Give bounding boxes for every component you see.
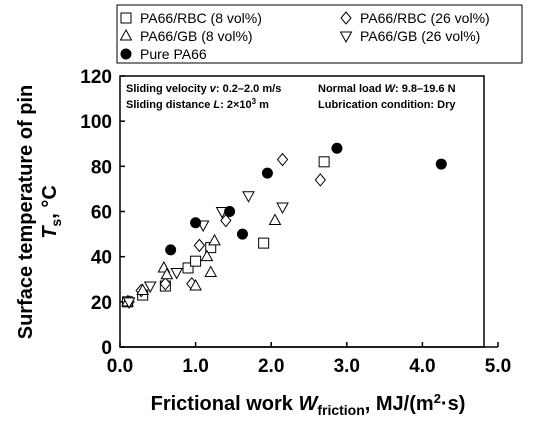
x-label-part: ·s) <box>441 393 465 415</box>
annotation: Normal load W: 9.8–19.6 N <box>318 83 456 95</box>
point <box>208 233 221 246</box>
annotation: Sliding distance L: 2×103 m <box>126 97 269 111</box>
x-label-part: , MJ/(m <box>365 393 434 415</box>
point <box>236 228 248 240</box>
annotation-part: Sliding distance <box>126 99 213 111</box>
legend-label: PA66/RBC (8 vol%) <box>140 10 262 26</box>
point <box>435 158 447 170</box>
y-tick-label: 40 <box>91 248 112 269</box>
y-label-part: , °C <box>39 185 61 219</box>
x-tick-label: 4.0 <box>409 356 435 377</box>
legend-marker <box>120 12 132 24</box>
point <box>261 167 273 179</box>
point <box>276 202 289 215</box>
y-label-part: T <box>39 225 61 239</box>
x-label-part: friction <box>317 402 364 418</box>
point <box>193 238 206 253</box>
annotation-part: v <box>210 83 217 95</box>
legend-box <box>116 4 523 64</box>
point <box>268 213 282 226</box>
point <box>136 283 150 296</box>
x-label-part: Frictional work <box>151 393 299 415</box>
y-tick-label: 80 <box>91 157 112 178</box>
y-label-part: s <box>48 219 64 227</box>
legend-label: PA66/GB (26 vol%) <box>360 28 480 44</box>
point <box>276 152 289 167</box>
annotation-part: : 2×10 <box>220 99 252 111</box>
x-axis-label: Frictional work Wfriction, MJ/(m2·s) <box>151 391 466 418</box>
point <box>170 267 184 280</box>
x-tick-label: 3.0 <box>334 356 360 377</box>
point <box>258 237 270 249</box>
annotation: Sliding velocity v: 0.2–2.0 m/s <box>126 83 281 95</box>
point <box>314 173 326 187</box>
point <box>204 265 218 277</box>
point <box>160 267 174 280</box>
point <box>224 206 236 217</box>
point <box>165 244 177 256</box>
annotation: Lubrication condition: Dry <box>318 99 456 111</box>
x-label-part: W <box>298 393 319 415</box>
point <box>182 262 194 274</box>
legend-marker <box>119 28 133 41</box>
annotation-part: m <box>256 99 269 111</box>
legend-label: PA66/RBC (26 vol%) <box>360 10 490 26</box>
x-tick-label: 0.0 <box>107 356 133 377</box>
annotation-part: Normal load <box>318 83 385 95</box>
y-label-line: Surface temperature of pin <box>15 85 37 340</box>
plot-frame <box>119 75 485 348</box>
point <box>331 142 343 154</box>
x-tick-label: 2.0 <box>258 356 284 377</box>
point <box>318 156 330 168</box>
y-tick-label: 60 <box>91 203 112 224</box>
y-tick-label: 120 <box>80 67 112 88</box>
y-axis-label: Surface temperature of pin Ts, °C <box>15 85 64 340</box>
y-tick-label: 0 <box>101 338 112 359</box>
annotation-part: W <box>385 83 397 95</box>
x-tick-label: 5.0 <box>485 356 511 377</box>
annotation-part: 3 <box>252 97 257 106</box>
y-tick-label: 20 <box>91 293 112 314</box>
point <box>242 191 255 203</box>
point <box>220 213 232 228</box>
point <box>190 255 202 267</box>
y-tick-label: 100 <box>80 112 112 133</box>
annotation-part: : 9.8–19.6 N <box>395 83 456 95</box>
point <box>159 276 172 291</box>
annotation-part: Sliding velocity <box>126 83 210 95</box>
legend-marker <box>120 48 132 60</box>
point <box>190 217 202 229</box>
legend-marker <box>339 31 353 44</box>
point <box>189 278 202 291</box>
x-tick-label: 1.0 <box>182 356 208 377</box>
legend-label: Pure PA66 <box>140 46 207 62</box>
y-label-line: Ts, °C <box>39 185 64 239</box>
annotation-part: L <box>213 99 220 111</box>
point <box>143 281 157 294</box>
annotation-part: Lubrication condition: Dry <box>318 99 456 111</box>
legend-marker <box>340 11 352 25</box>
point <box>122 297 136 309</box>
legend-label: PA66/GB (8 vol%) <box>140 28 253 44</box>
annotation-part: : 0.2–2.0 m/s <box>216 83 281 95</box>
point <box>200 249 214 262</box>
x-label-part: 2 <box>434 391 441 406</box>
